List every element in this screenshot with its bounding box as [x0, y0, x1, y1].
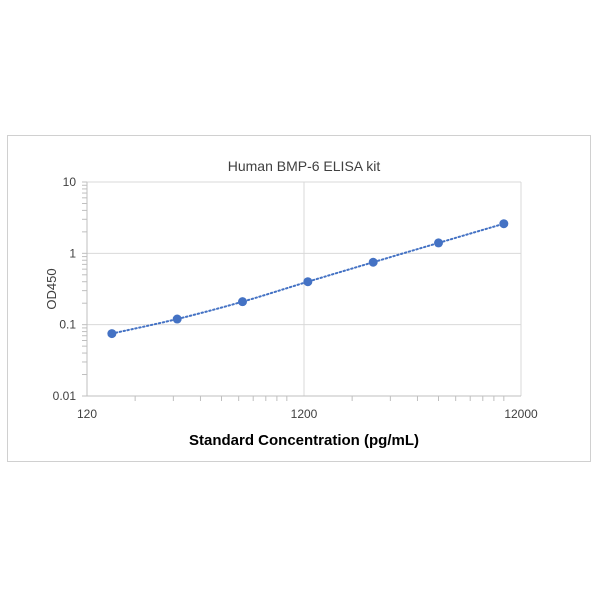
- y-axis-label: OD450: [44, 268, 59, 309]
- data-point: [238, 297, 248, 307]
- gridlines: [87, 181, 522, 396]
- tick-labels: 0.01 0.1 1 10 120 1200 12000: [53, 175, 538, 421]
- data-point: [368, 257, 378, 267]
- y-tick-label: 1: [69, 246, 76, 260]
- data-point: [499, 219, 509, 229]
- axes: [82, 181, 521, 401]
- y-tick-label: 0.1: [59, 318, 76, 332]
- chart-title: Human BMP-6 ELISA kit: [228, 158, 381, 174]
- x-tick-label: 12000: [504, 407, 538, 421]
- data-point: [172, 314, 182, 324]
- x-axis-label: Standard Concentration (pg/mL): [189, 432, 419, 449]
- x-tick-label: 1200: [291, 407, 318, 421]
- chart-frame: [7, 135, 591, 462]
- data-point: [303, 277, 313, 287]
- data-points: [107, 219, 509, 339]
- data-point: [433, 238, 443, 248]
- data-point: [107, 329, 117, 339]
- y-tick-label: 0.01: [53, 389, 77, 403]
- y-tick-label: 10: [63, 175, 77, 189]
- x-tick-label: 120: [77, 407, 97, 421]
